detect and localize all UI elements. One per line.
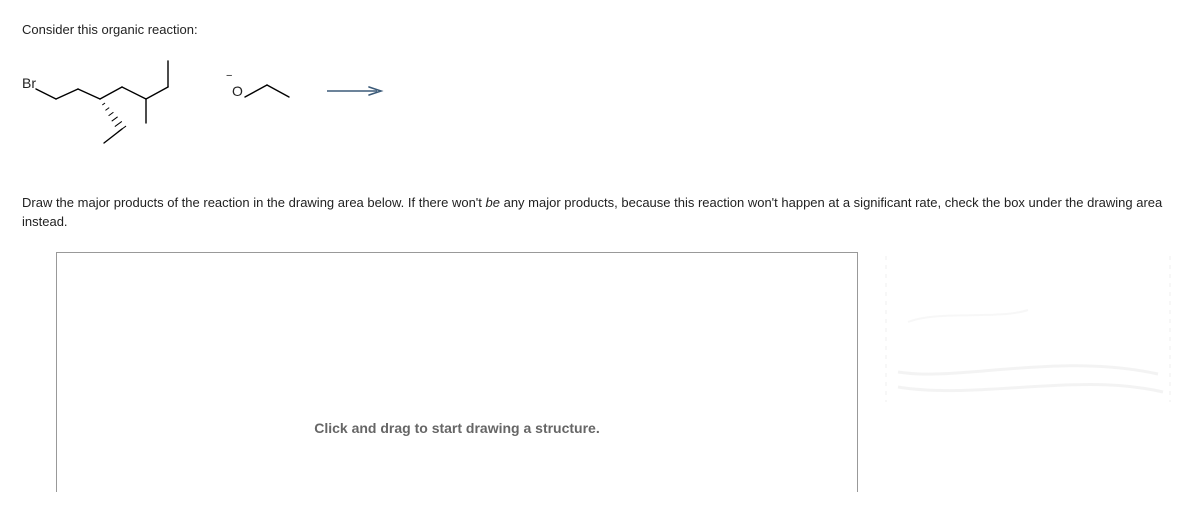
erased-marks xyxy=(878,252,1178,402)
question-prompt: Consider this organic reaction: xyxy=(22,22,1178,37)
substrate-svg xyxy=(28,51,183,161)
drawing-placeholder: Click and drag to start drawing a struct… xyxy=(314,420,600,436)
question-instruction: Draw the major products of the reaction … xyxy=(22,194,1178,232)
arrow-icon xyxy=(325,81,385,101)
atom-label-minus: − xyxy=(226,70,232,82)
drawing-area[interactable]: Click and drag to start drawing a struct… xyxy=(56,252,858,492)
substrate-structure: Br xyxy=(28,51,183,164)
side-panel xyxy=(878,252,1178,402)
atom-label-br: Br xyxy=(22,75,36,91)
reaction-arrow xyxy=(325,81,385,104)
reagent-structure: − O xyxy=(223,67,303,110)
reaction-scheme: Br − O xyxy=(28,51,1178,164)
atom-label-o: O xyxy=(232,83,243,99)
